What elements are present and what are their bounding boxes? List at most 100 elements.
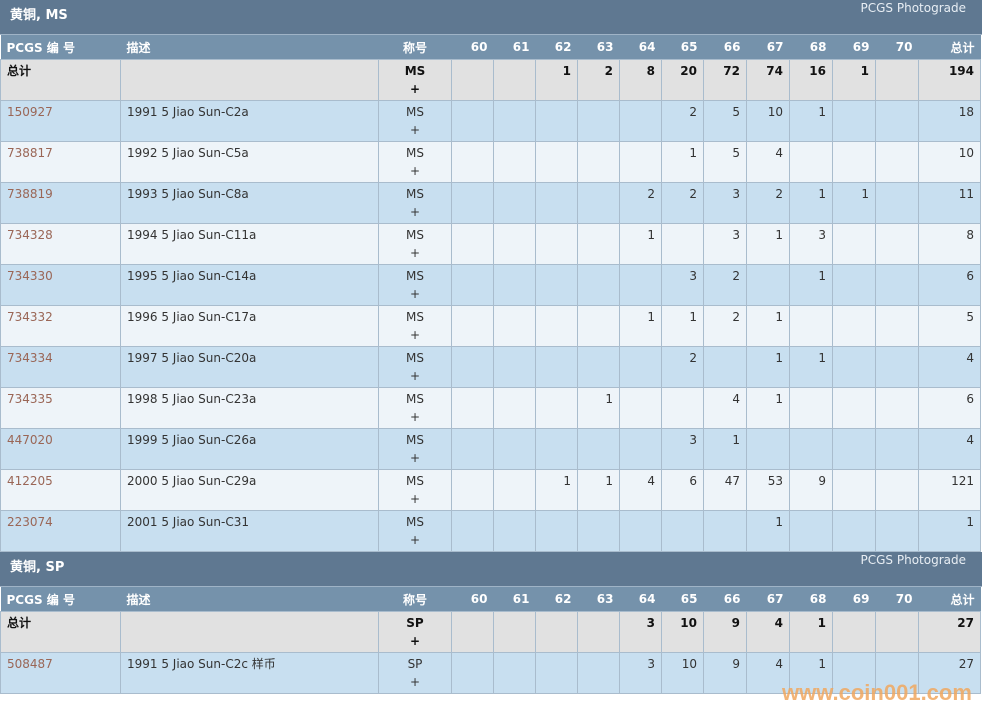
pcgs-id-link[interactable]: 734335 (7, 392, 53, 406)
plus-designation: + (409, 287, 421, 301)
grade-count: 1 (577, 469, 620, 511)
col-header-grade[interactable]: 69 (832, 587, 876, 612)
grade-count: 1 (789, 264, 833, 306)
grade-count (451, 652, 494, 694)
col-header-grade[interactable]: 69 (832, 35, 876, 60)
grade-count (493, 264, 536, 306)
col-header-grade[interactable]: 61 (493, 587, 536, 612)
plus-designation: + (409, 205, 421, 219)
grade-count: 1 (789, 182, 833, 224)
grade-count (875, 652, 919, 694)
pcgs-id-link[interactable]: 734334 (7, 351, 53, 365)
designation-cell: MS + (378, 264, 452, 306)
table-row: 734330 1995 5 Jiao Sun-C14a MS +3 2 1 6 (0, 264, 981, 306)
pcgs-id-link[interactable]: 508487 (7, 657, 53, 671)
col-header-desc[interactable]: 描述 (120, 35, 379, 60)
pcgs-id-link[interactable]: 738817 (7, 146, 53, 160)
col-header-grade[interactable]: 63 (577, 35, 620, 60)
row-total: 4 (918, 428, 981, 470)
pcgs-id-link[interactable]: 447020 (7, 433, 53, 447)
col-header-total[interactable]: 总计 (918, 35, 981, 60)
col-header-grade[interactable]: 68 (789, 587, 833, 612)
table-row: 223074 2001 5 Jiao Sun-C31 MS +1 1 (0, 510, 981, 552)
grade-count (493, 428, 536, 470)
grade-count: 1 (832, 182, 876, 224)
grade-count: 2 (703, 305, 747, 347)
section-header: 黄铜, SP PCGS Photograde (0, 552, 982, 587)
description: 2000 5 Jiao Sun-C29a (120, 469, 379, 511)
pcgs-id-cell: 150927 (0, 100, 121, 142)
col-header-grade[interactable]: 70 (875, 587, 919, 612)
designation: MS (406, 269, 424, 283)
description: 1997 5 Jiao Sun-C20a (120, 346, 379, 388)
pcgs-id-link[interactable]: 734330 (7, 269, 53, 283)
col-header-grade[interactable]: 64 (619, 587, 662, 612)
grade-count: 72 (703, 59, 747, 101)
col-header-grade[interactable]: 66 (703, 587, 747, 612)
grade-count: 53 (746, 469, 790, 511)
grade-count (789, 387, 833, 429)
pcgs-id-link[interactable]: 734332 (7, 310, 53, 324)
photograde-link[interactable]: PCGS Photograde (860, 1, 966, 15)
section-title: 黄铜, MS (10, 8, 68, 23)
grade-count (875, 611, 919, 653)
grade-count (535, 611, 578, 653)
col-header-grade[interactable]: 65 (661, 587, 704, 612)
plus-designation: + (409, 634, 421, 648)
pcgs-id-link[interactable]: 223074 (7, 515, 53, 529)
grade-count: 1 (746, 346, 790, 388)
col-header-total[interactable]: 总计 (918, 587, 981, 612)
col-header-grade[interactable]: 60 (451, 35, 494, 60)
grade-count: 2 (746, 182, 790, 224)
column-header-row: PCGS 编 号描述 称号 60 61 62 63 64 65 66 67 68 69 70 总计 (0, 587, 981, 612)
designation-cell: SP + (378, 652, 452, 694)
grade-count: 3 (619, 652, 662, 694)
col-header-grade[interactable]: 67 (746, 35, 790, 60)
col-header-grade[interactable]: 66 (703, 35, 747, 60)
designation: MS (406, 474, 424, 488)
grade-count (535, 100, 578, 142)
grade-count: 1 (789, 346, 833, 388)
col-header-grade[interactable]: 62 (535, 587, 578, 612)
grade-count (451, 141, 494, 183)
pcgs-id-link[interactable]: 412205 (7, 474, 53, 488)
grade-count (493, 652, 536, 694)
col-header-grade[interactable]: 70 (875, 35, 919, 60)
col-header-id[interactable]: PCGS 编 号 (0, 587, 121, 612)
pcgs-id-link[interactable]: 738819 (7, 187, 53, 201)
col-header-grade[interactable]: 65 (661, 35, 704, 60)
description: 1994 5 Jiao Sun-C11a (120, 223, 379, 265)
grade-count (535, 305, 578, 347)
grade-count (875, 182, 919, 224)
photograde-link[interactable]: PCGS Photograde (860, 553, 966, 567)
pcgs-id-cell: 734335 (0, 387, 121, 429)
col-header-designation[interactable]: 称号 (378, 587, 452, 612)
col-header-grade[interactable]: 62 (535, 35, 578, 60)
grade-count: 10 (661, 611, 704, 653)
col-header-id[interactable]: PCGS 编 号 (0, 35, 121, 60)
col-header-grade[interactable]: 63 (577, 587, 620, 612)
grade-count (535, 264, 578, 306)
grade-count: 4 (746, 652, 790, 694)
col-header-desc[interactable]: 描述 (120, 587, 379, 612)
pcgs-id-link[interactable]: 150927 (7, 105, 53, 119)
col-header-grade[interactable]: 67 (746, 587, 790, 612)
grade-count: 8 (619, 59, 662, 101)
designation: SP (406, 616, 424, 630)
col-header-grade[interactable]: 61 (493, 35, 536, 60)
col-header-grade[interactable]: 68 (789, 35, 833, 60)
designation-cell: MS + (378, 182, 452, 224)
col-header-grade[interactable]: 60 (451, 587, 494, 612)
grade-count (875, 510, 919, 552)
pcgs-id-cell: 734332 (0, 305, 121, 347)
pcgs-id-link[interactable]: 734328 (7, 228, 53, 242)
col-header-grade[interactable]: 64 (619, 35, 662, 60)
grade-count (832, 428, 876, 470)
row-total: 18 (918, 100, 981, 142)
grade-count (493, 182, 536, 224)
table-row: 738817 1992 5 Jiao Sun-C5a MS +1 5 4 10 (0, 141, 981, 183)
designation: MS (406, 515, 424, 529)
pcgs-id-cell: 223074 (0, 510, 121, 552)
grade-count (451, 305, 494, 347)
col-header-designation[interactable]: 称号 (378, 35, 452, 60)
